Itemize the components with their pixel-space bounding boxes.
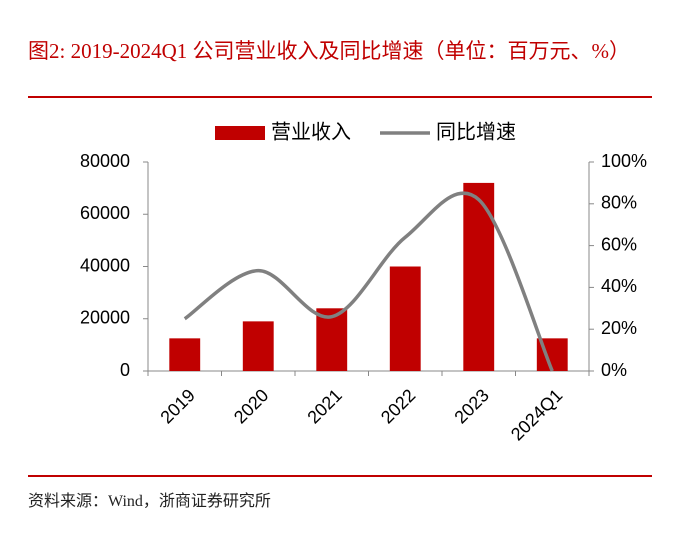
bar bbox=[316, 308, 348, 371]
y2-tick-label: 20% bbox=[601, 318, 637, 338]
y-tick-label: 80000 bbox=[80, 151, 130, 171]
bar bbox=[389, 266, 421, 371]
bar bbox=[169, 338, 201, 371]
y2-tick-label: 60% bbox=[601, 234, 637, 254]
x-tick-label: 2020 bbox=[230, 385, 272, 427]
y2-tick-label: 0% bbox=[601, 360, 627, 380]
legend-label: 营业收入 bbox=[271, 120, 351, 143]
x-tick-label: 2019 bbox=[156, 385, 198, 427]
y-tick-label: 0 bbox=[120, 360, 130, 380]
legend-label: 同比增速 bbox=[436, 120, 516, 143]
y2-tick-label: 40% bbox=[601, 276, 637, 296]
chart-title: 图2: 2019-2024Q1 公司营业收入及同比增速（单位：百万元、%） bbox=[28, 39, 630, 63]
x-tick-label: 2024Q1 bbox=[507, 385, 566, 444]
x-tick-label: 2023 bbox=[450, 385, 492, 427]
y2-tick-label: 100% bbox=[601, 151, 647, 171]
source-note: 资料来源：Wind，浙商证券研究所 bbox=[28, 493, 271, 510]
y2-tick-label: 80% bbox=[601, 193, 637, 213]
bar bbox=[242, 321, 274, 371]
x-tick-label: 2022 bbox=[377, 385, 419, 427]
y-tick-label: 60000 bbox=[80, 203, 130, 223]
legend-swatch bbox=[215, 126, 265, 140]
y-tick-label: 40000 bbox=[80, 255, 130, 275]
x-tick-label: 2021 bbox=[303, 385, 345, 427]
line bbox=[183, 191, 554, 372]
y-tick-label: 20000 bbox=[80, 308, 130, 328]
